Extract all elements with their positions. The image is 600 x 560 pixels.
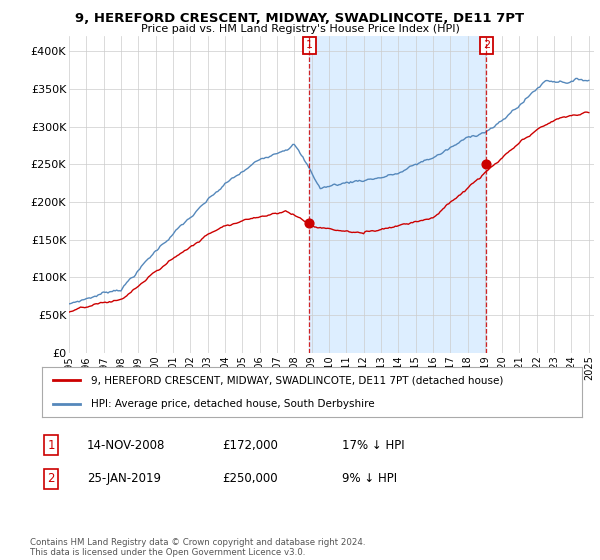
Text: 9% ↓ HPI: 9% ↓ HPI: [342, 472, 397, 486]
Point: [305, 219, 314, 228]
Text: Price paid vs. HM Land Registry's House Price Index (HPI): Price paid vs. HM Land Registry's House …: [140, 24, 460, 34]
Text: 1: 1: [306, 40, 313, 50]
Text: 14-NOV-2008: 14-NOV-2008: [87, 438, 166, 452]
Text: £172,000: £172,000: [222, 438, 278, 452]
Text: 1: 1: [47, 438, 55, 452]
Text: 9, HEREFORD CRESCENT, MIDWAY, SWADLINCOTE, DE11 7PT: 9, HEREFORD CRESCENT, MIDWAY, SWADLINCOT…: [76, 12, 524, 25]
Text: 25-JAN-2019: 25-JAN-2019: [87, 472, 161, 486]
Text: 2: 2: [482, 40, 490, 50]
Text: Contains HM Land Registry data © Crown copyright and database right 2024.
This d: Contains HM Land Registry data © Crown c…: [30, 538, 365, 557]
Text: 2: 2: [47, 472, 55, 486]
Text: HPI: Average price, detached house, South Derbyshire: HPI: Average price, detached house, Sout…: [91, 399, 374, 409]
Bar: [310, 36, 486, 353]
Text: £250,000: £250,000: [222, 472, 278, 486]
Text: 17% ↓ HPI: 17% ↓ HPI: [342, 438, 404, 452]
Point: [481, 160, 491, 169]
Text: 9, HEREFORD CRESCENT, MIDWAY, SWADLINCOTE, DE11 7PT (detached house): 9, HEREFORD CRESCENT, MIDWAY, SWADLINCOT…: [91, 375, 503, 385]
